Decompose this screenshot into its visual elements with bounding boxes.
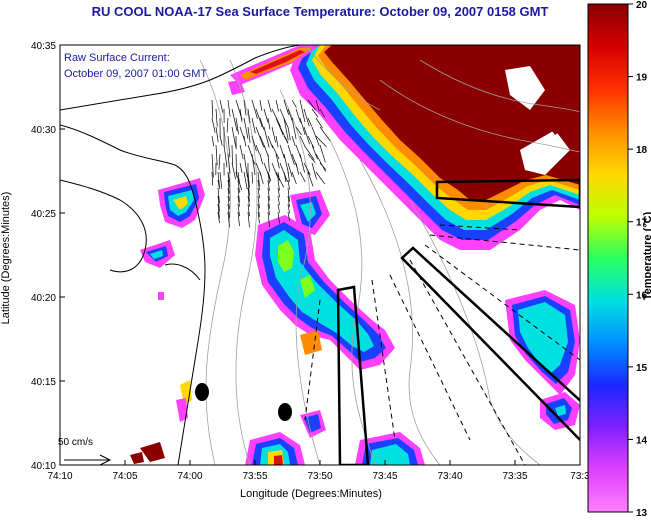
y-tick-label: 40:35 — [31, 41, 56, 52]
x-tick-label: 73:45 — [372, 471, 397, 482]
x-tick-label: 73:3 — [570, 471, 590, 482]
current-note-line1: Raw Surface Current: — [64, 52, 170, 64]
colorbar-label: Temperature (°C) — [642, 186, 651, 326]
colorbar-tick-label: 20 — [636, 0, 648, 11]
colorbar-tick-label: 18 — [636, 145, 648, 156]
y-tick-label: 40:20 — [31, 293, 56, 304]
station-marker — [195, 383, 209, 401]
colorbar — [588, 4, 628, 512]
current-note-line2: October 09, 2007 01:00 GMT — [64, 68, 207, 80]
station-marker — [278, 403, 292, 421]
x-tick-label: 74:05 — [112, 471, 137, 482]
x-tick-label: 74:10 — [47, 471, 72, 482]
x-tick-label: 73:55 — [242, 471, 267, 482]
x-tick-label: 73:40 — [437, 471, 462, 482]
colorbar-tick-label: 14 — [636, 435, 648, 446]
map-layer — [60, 45, 585, 465]
y-tick-label: 40:25 — [31, 209, 56, 220]
x-tick-label: 74:00 — [177, 471, 202, 482]
y-tick-label: 40:10 — [31, 461, 56, 472]
figure-title: RU COOL NOAA-17 Sea Surface Temperature:… — [60, 4, 580, 19]
x-axis-label: Longitude (Degrees:Minutes) — [240, 488, 382, 500]
scale-vector-label: 50 cm/s — [58, 437, 93, 448]
x-tick-label: 73:50 — [307, 471, 332, 482]
colorbar-tick-label: 13 — [636, 508, 648, 518]
y-tick-label: 40:30 — [31, 125, 56, 136]
colorbar-tick-label: 19 — [636, 73, 648, 84]
x-tick-label: 73:35 — [502, 471, 527, 482]
y-tick-label: 40:15 — [31, 377, 56, 388]
y-axis-label: Latitude (Degrees:Minutes) — [0, 178, 12, 338]
colorbar-tick-label: 15 — [636, 363, 648, 374]
